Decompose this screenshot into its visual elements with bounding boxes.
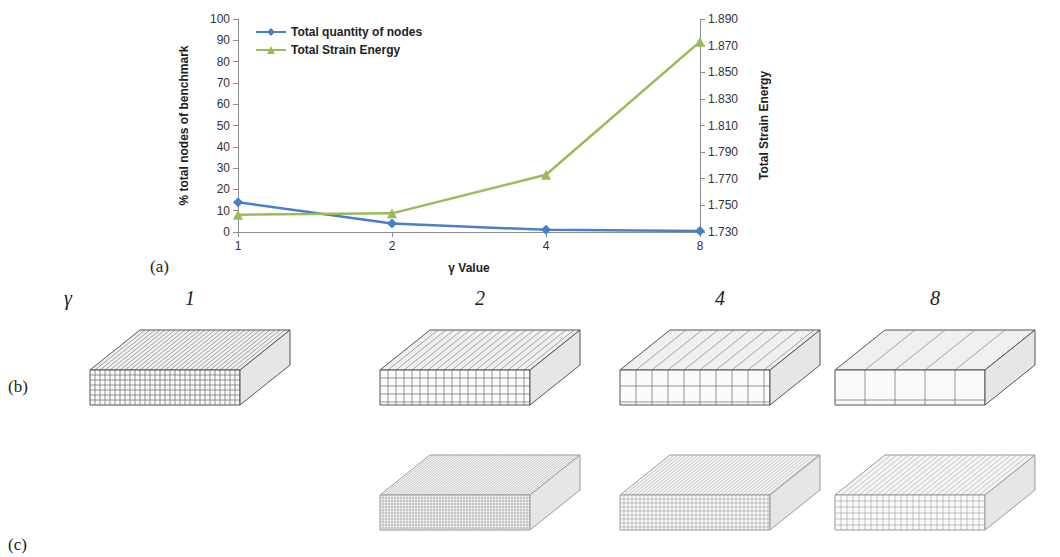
- svg-text:γ Value: γ Value: [448, 261, 490, 275]
- svg-text:50: 50: [217, 119, 231, 133]
- svg-text:1: 1: [235, 239, 242, 253]
- svg-text:90: 90: [217, 33, 231, 47]
- svg-text:8: 8: [930, 287, 940, 309]
- svg-text:30: 30: [217, 161, 231, 175]
- svg-text:1.810: 1.810: [708, 119, 738, 133]
- svg-text:γ: γ: [64, 287, 73, 310]
- svg-text:10: 10: [217, 204, 231, 218]
- svg-text:(b): (b): [8, 377, 28, 396]
- svg-text:1.830: 1.830: [708, 92, 738, 106]
- svg-text:Total Strain Energy: Total Strain Energy: [757, 71, 771, 180]
- svg-text:80: 80: [217, 55, 231, 69]
- svg-text:20: 20: [217, 182, 231, 196]
- svg-text:1.870: 1.870: [708, 39, 738, 53]
- svg-text:(c): (c): [8, 535, 27, 554]
- svg-text:1: 1: [185, 287, 195, 309]
- svg-text:1.850: 1.850: [708, 65, 738, 79]
- svg-text:% total nodes of benchmark: % total nodes of benchmark: [177, 45, 191, 205]
- svg-text:2: 2: [389, 239, 396, 253]
- svg-text:(a): (a): [150, 257, 169, 276]
- svg-text:100: 100: [210, 12, 230, 26]
- svg-text:Total quantity of nodes: Total quantity of nodes: [291, 25, 422, 39]
- svg-text:1.730: 1.730: [708, 225, 738, 239]
- svg-text:8: 8: [697, 239, 704, 253]
- svg-text:2: 2: [475, 287, 485, 309]
- svg-text:40: 40: [217, 140, 231, 154]
- svg-text:4: 4: [543, 239, 550, 253]
- svg-text:0: 0: [223, 225, 230, 239]
- svg-text:Total Strain Energy: Total Strain Energy: [291, 43, 400, 57]
- svg-text:1.750: 1.750: [708, 198, 738, 212]
- svg-text:1.790: 1.790: [708, 145, 738, 159]
- svg-text:4: 4: [715, 287, 725, 309]
- svg-text:60: 60: [217, 97, 231, 111]
- svg-text:70: 70: [217, 76, 231, 90]
- svg-text:1.770: 1.770: [708, 172, 738, 186]
- svg-text:1.890: 1.890: [708, 12, 738, 26]
